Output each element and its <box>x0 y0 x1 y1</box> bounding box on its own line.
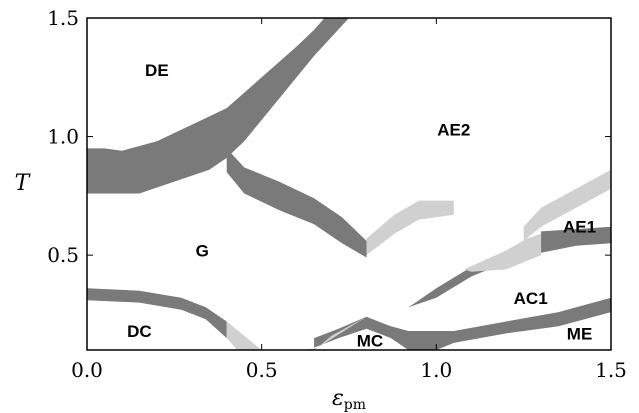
region-label-g: G <box>196 241 209 260</box>
region-labels: DE AE2 G AE1 AC1 DC MC ME <box>127 61 596 350</box>
phase-band-3 <box>366 200 454 256</box>
y-tick-label: 1.5 <box>47 6 79 30</box>
region-label-ac1: AC1 <box>514 289 548 308</box>
phase-band-2 <box>226 148 367 258</box>
x-tick-label: 1.5 <box>595 358 627 382</box>
y-tick-label: 1.0 <box>47 125 79 149</box>
phase-band-1 <box>87 18 349 194</box>
phase-bands <box>87 18 611 350</box>
phase-band-11 <box>523 169 611 241</box>
phase-band-6 <box>314 297 611 350</box>
y-tick-label: 0.5 <box>47 243 79 267</box>
x-tick-label: 1.0 <box>420 358 452 382</box>
x-axis-label: εpm <box>332 386 366 413</box>
plot-frame <box>86 17 612 351</box>
phase-band-8 <box>408 238 528 308</box>
region-label-dc: DC <box>127 322 152 341</box>
region-label-ae2: AE2 <box>437 120 470 139</box>
x-tick-label: 0.0 <box>71 358 103 382</box>
region-label-de: DE <box>145 61 169 80</box>
phase-band-10 <box>541 226 611 253</box>
region-label-ae1: AE1 <box>563 218 596 237</box>
axis-ticks: 0.0 0.5 1.0 1.5 0.5 1.0 1.5 <box>47 6 627 382</box>
x-tick-label: 0.5 <box>246 358 278 382</box>
region-label-me: ME <box>567 324 593 343</box>
y-axis-label: T <box>15 171 32 196</box>
phase-band-5 <box>226 321 262 350</box>
region-label-mc: MC <box>357 332 383 351</box>
phase-band-4 <box>87 288 227 339</box>
phase-band-9 <box>464 233 542 272</box>
